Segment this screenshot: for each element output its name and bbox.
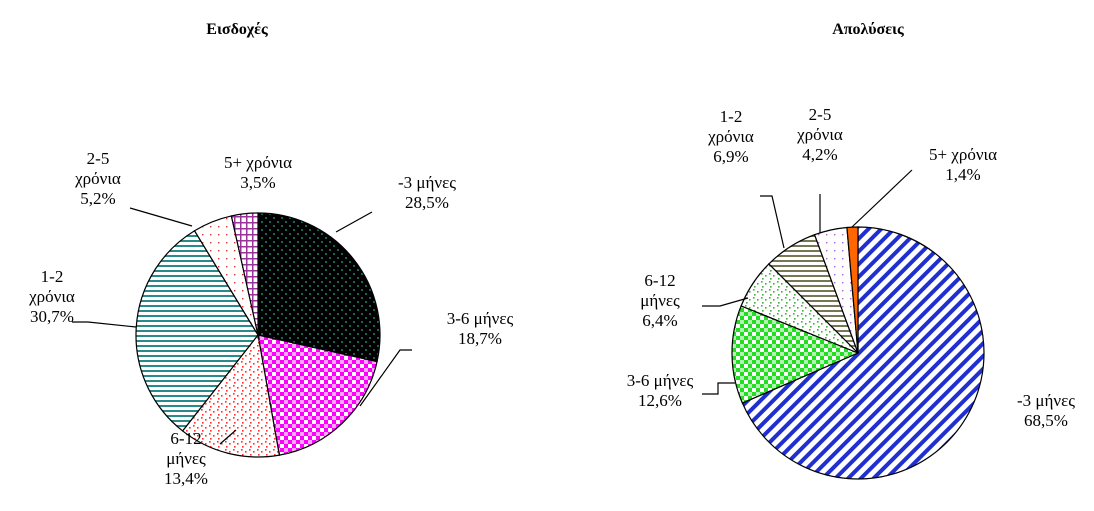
slice-label: -3 μήνες 28,5%	[398, 173, 456, 212]
chart-title-dismissals: Απολύσεις	[832, 21, 904, 38]
pie-chart-dismissals: Απολύσεις -3 μήνες 68,5% 3-6 μήνες 12,6% 6-1…	[627, 21, 1075, 480]
slice-label: 1-2 χρόνια 30,7%	[28, 267, 75, 326]
slice-label: 2-5 χρόνια 4,2%	[796, 105, 843, 164]
leader-line	[760, 195, 785, 249]
pie-slice	[741, 226, 985, 480]
slice-label: 6-12 μήνες 13,4%	[164, 429, 208, 488]
pie-slice	[181, 333, 281, 458]
slice-label: 2-5 χρόνια 5,2%	[74, 149, 121, 208]
pie-slice	[230, 212, 259, 336]
pie-slice	[135, 229, 259, 432]
chart-title-admissions: Εισδοχές	[206, 21, 268, 38]
leader-line	[219, 429, 237, 445]
pie-dismissals: -3 μήνες 68,5% 3-6 μήνες 12,6% 6-12 μήνες 6,4%…	[627, 105, 1075, 480]
pie-chart-admissions: Εισδοχές -3 μήνες 28,5% 3-6 μήνες 18,7% 6-12…	[28, 21, 513, 488]
leader-line	[359, 349, 412, 407]
pie-slice	[257, 212, 381, 363]
slice-label: 6-12 μήνες 6,4%	[640, 271, 680, 330]
slice-label: 5+ χρόνια 1,4%	[929, 145, 997, 184]
slice-label: 5+ χρόνια 3,5%	[224, 153, 292, 192]
leader-line	[851, 169, 913, 228]
pie-slice	[731, 305, 860, 404]
leader-line	[72, 321, 137, 328]
pie-slice	[257, 334, 378, 456]
slice-label: -3 μήνες 68,5%	[1017, 391, 1075, 430]
leader-line	[335, 211, 373, 233]
leader-line	[702, 297, 749, 307]
pie-admissions: -3 μήνες 28,5% 3-6 μήνες 18,7% 6-12 μήνες 13,4…	[28, 149, 513, 488]
slice-label: 1-2 χρόνια 6,9%	[707, 107, 754, 166]
slice-label: 3-6 μήνες 12,6%	[627, 371, 694, 410]
leader-line	[702, 382, 735, 395]
leader-line	[129, 207, 193, 227]
slice-label: 3-6 μήνες 18,7%	[447, 309, 514, 348]
